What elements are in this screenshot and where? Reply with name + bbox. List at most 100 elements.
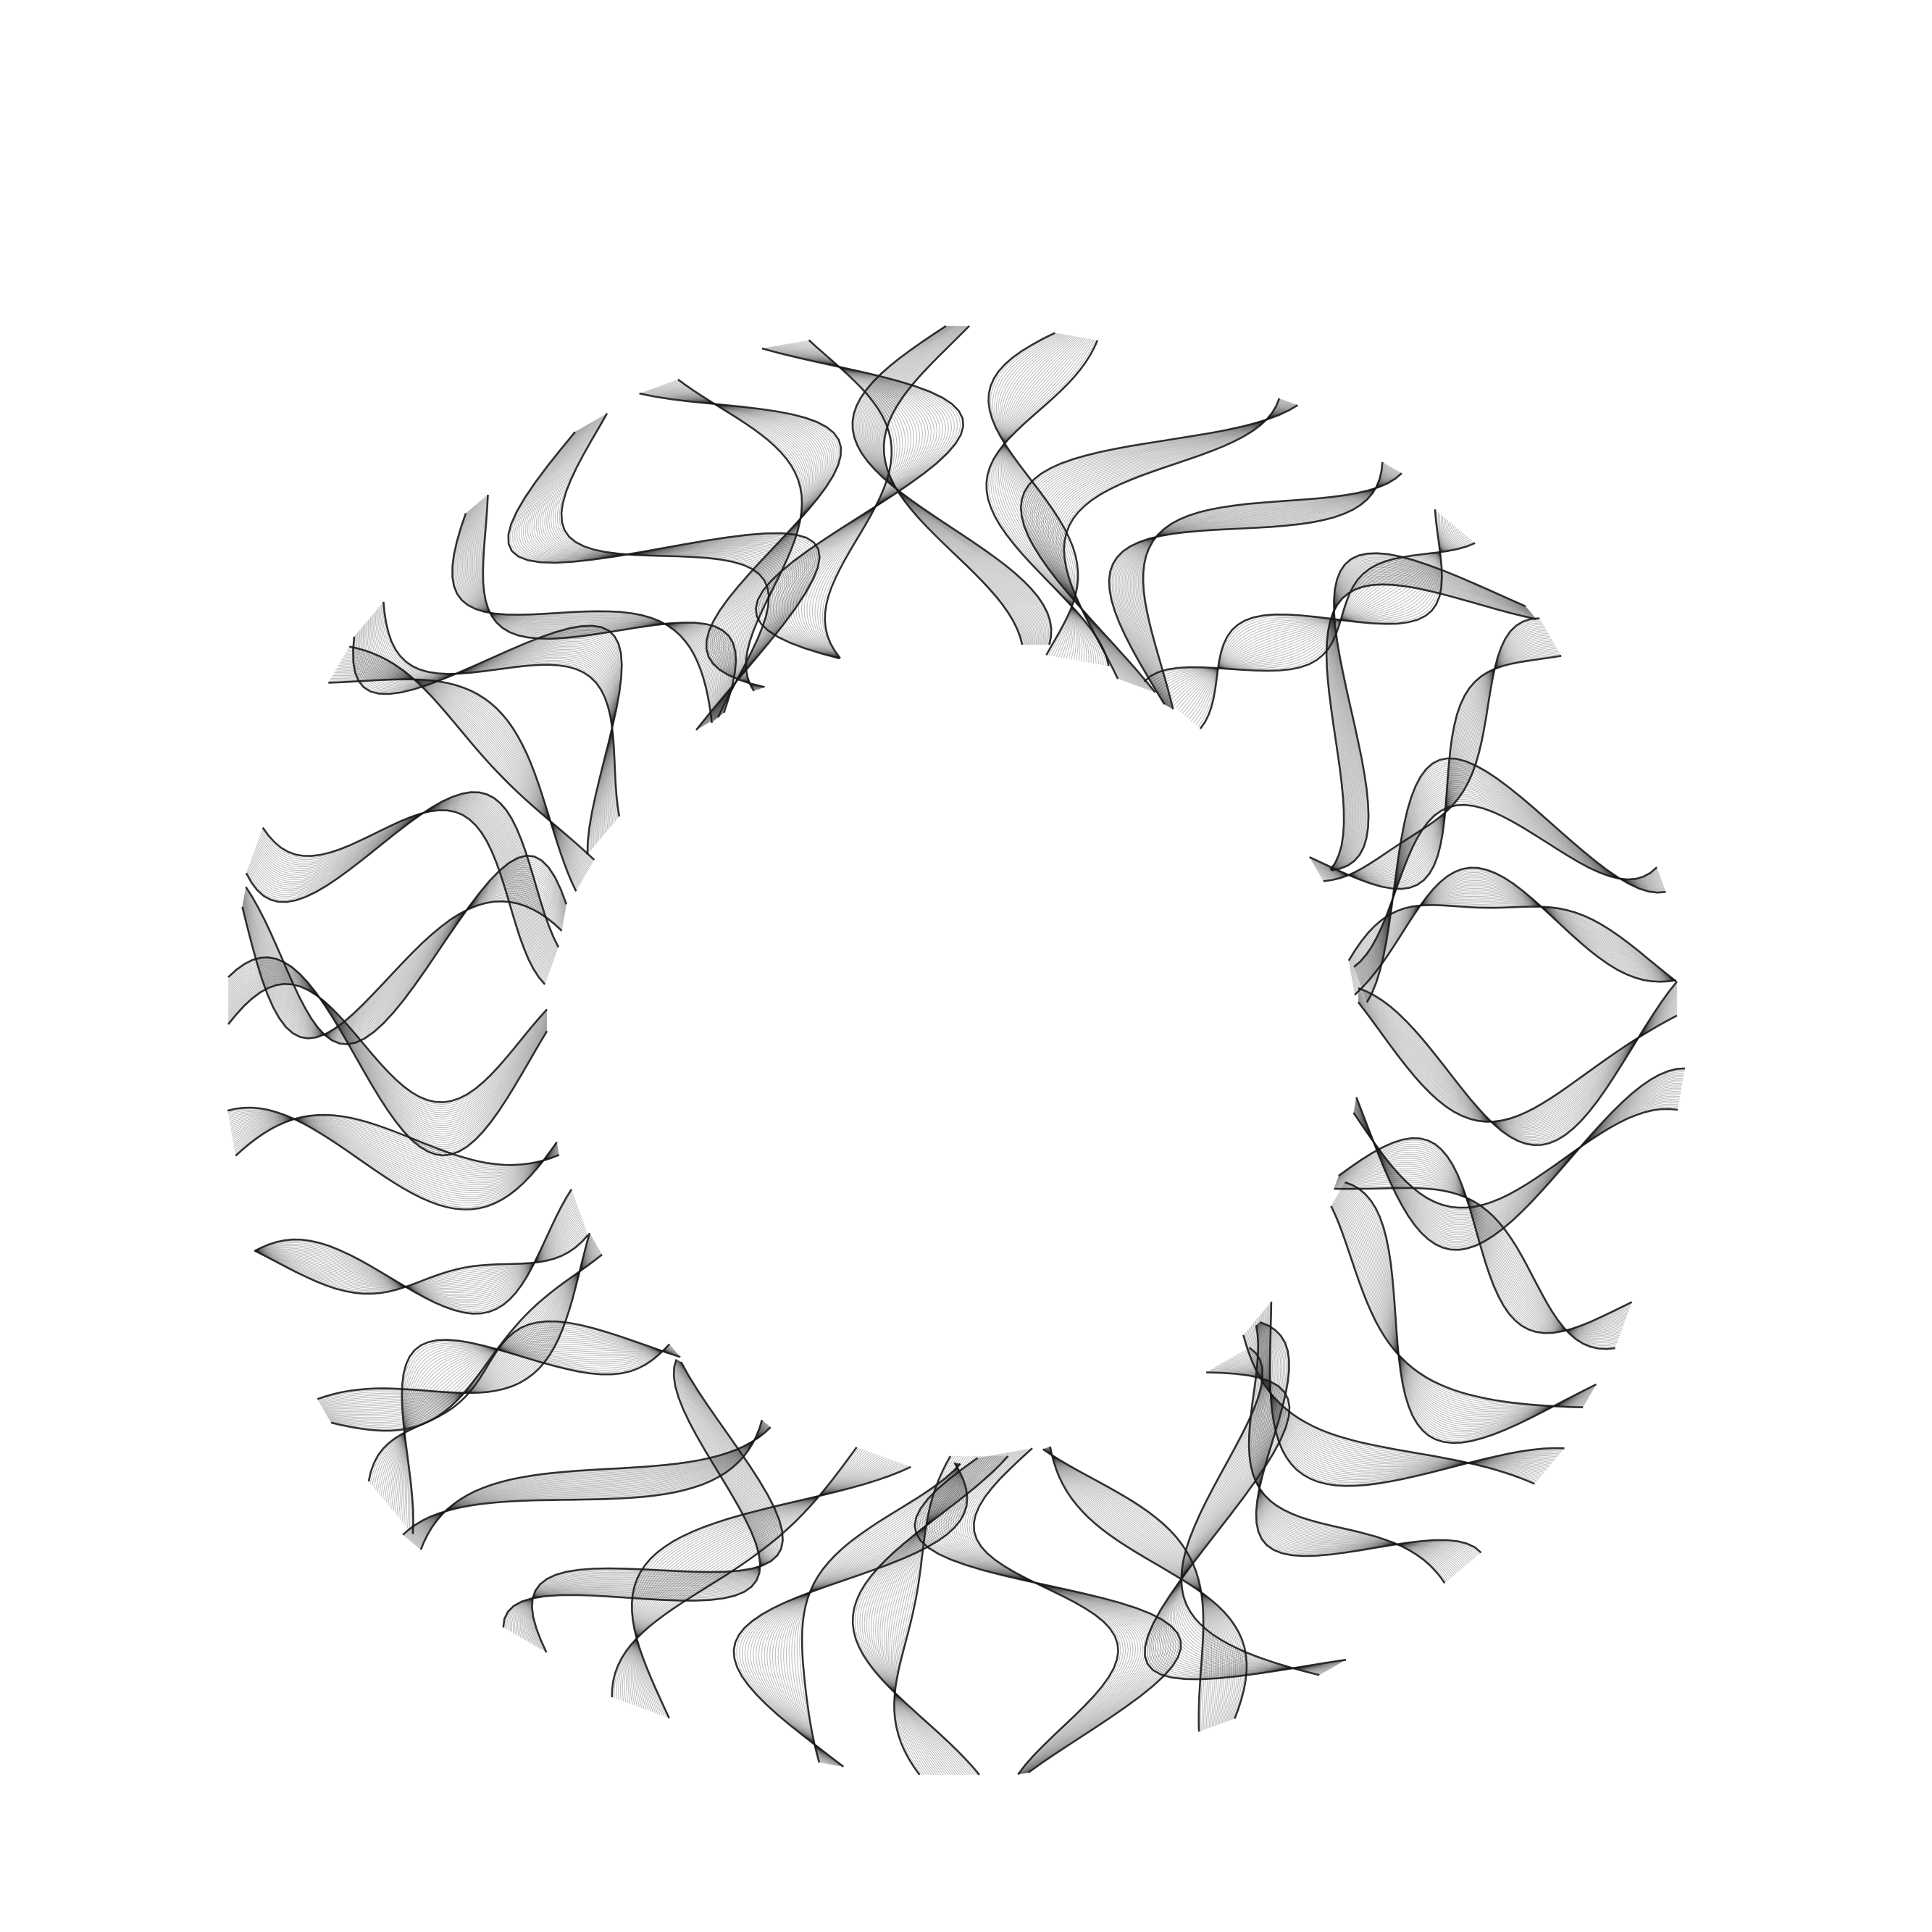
ribbon-strand xyxy=(1329,577,1534,870)
ribbon-strand xyxy=(808,339,893,659)
ribbon xyxy=(1357,980,1678,1147)
ribbon-strand xyxy=(1349,903,1676,982)
ribbon-strand xyxy=(764,1463,958,1765)
ribbon-strand xyxy=(318,1234,591,1402)
ribbon-strand xyxy=(1330,1205,1584,1408)
ribbon-strand xyxy=(1351,885,1676,982)
ribbon-strand xyxy=(333,673,581,885)
ribbon xyxy=(502,1359,784,1653)
ribbon-strand xyxy=(522,1360,768,1641)
ribbon-strand xyxy=(1342,1185,1594,1437)
ribbon-strand xyxy=(533,422,795,724)
ribbon-strand xyxy=(1351,887,1676,982)
ribbon-strand xyxy=(524,1360,770,1643)
ribbon-strand xyxy=(1334,1200,1586,1411)
ribbon-strand xyxy=(1123,466,1391,707)
ribbon-strand xyxy=(875,325,1031,645)
ribbon-strand xyxy=(800,340,903,659)
ribbon-strand xyxy=(945,1452,1149,1774)
ribbon-strand xyxy=(227,970,548,1133)
ribbon-strand xyxy=(1181,1348,1321,1676)
ribbon-strand xyxy=(243,889,564,1035)
ribbon-strand xyxy=(1337,1195,1589,1419)
ribbon-strand xyxy=(366,621,615,838)
ribbon-strand xyxy=(1352,883,1676,982)
ribbon-strand xyxy=(227,973,548,1126)
ribbon-strand xyxy=(1358,993,1678,1132)
ribbon-strand xyxy=(1313,643,1555,880)
ribbon xyxy=(507,413,821,731)
ribbon-strand xyxy=(324,1243,596,1411)
ribbon-strand xyxy=(1330,575,1534,871)
ribbon-strand xyxy=(379,1333,678,1494)
ribbon-strand xyxy=(456,511,714,722)
ribbon-strand xyxy=(243,880,565,1035)
ribbon-strand xyxy=(1250,1326,1542,1476)
ribbon-strand xyxy=(521,427,808,727)
ribbon-strand xyxy=(1353,1105,1678,1212)
ribbon-strand xyxy=(535,422,793,724)
ribbon-strand xyxy=(341,658,588,871)
ribbon-strand xyxy=(262,809,546,984)
ribbon-strand xyxy=(1330,563,1529,871)
ribbon-strand xyxy=(1159,533,1464,695)
ribbon-strand xyxy=(1358,1000,1678,1123)
ribbon-strand xyxy=(1323,617,1540,882)
ribbon-strand xyxy=(793,342,915,659)
ribbon-strand xyxy=(1250,1324,1448,1581)
ribbon-strand xyxy=(786,343,927,659)
ribbon-strand xyxy=(389,1345,676,1507)
ribbon-strand xyxy=(322,1240,595,1408)
ribbon-strand xyxy=(1358,998,1678,1124)
ribbon-strand xyxy=(419,1426,771,1550)
ribbon-strand xyxy=(514,429,814,729)
ribbon-strand xyxy=(1110,462,1384,705)
ribbon-strand xyxy=(1358,996,1678,1126)
ribbon-strand xyxy=(1338,1193,1590,1422)
ribbon-strand xyxy=(774,1463,958,1765)
ribbon-strand xyxy=(1360,782,1662,984)
ribbon-strand xyxy=(636,1459,892,1711)
ribbon-strand xyxy=(1255,1320,1548,1469)
ribbon-strand xyxy=(666,382,811,690)
ribbon-strand xyxy=(1169,1359,1332,1669)
ribbon-strand xyxy=(1312,648,1557,884)
ribbon-strand xyxy=(1313,645,1555,882)
ribbon-strand xyxy=(1049,1447,1244,1720)
ribbon-strand xyxy=(1333,1201,1586,1410)
ribbon-strand xyxy=(1171,527,1457,705)
ribbon-strand xyxy=(529,424,800,726)
ribbon xyxy=(755,339,965,660)
ribbon-strand xyxy=(394,1349,674,1513)
ribbon-strand xyxy=(384,1339,677,1501)
ribbon-strand xyxy=(1354,1087,1682,1230)
ribbon-strand xyxy=(1356,793,1660,976)
ribbon-strand xyxy=(985,340,1110,666)
ribbon-strand xyxy=(948,1452,1147,1774)
ribbon-strand xyxy=(863,1455,998,1776)
ribbon-strand xyxy=(1047,1447,1229,1724)
ribbon-strand xyxy=(874,325,1032,645)
ribbon-strand xyxy=(481,495,735,714)
ribbon-strand xyxy=(227,968,548,1137)
ribbon-strand xyxy=(252,800,553,963)
ribbon-strand xyxy=(1154,1367,1341,1675)
ribbon-strand xyxy=(227,982,548,1105)
ribbon-strand xyxy=(669,382,808,691)
ribbon-strand xyxy=(1360,778,1663,987)
ribbon xyxy=(245,791,560,985)
ribbon-strand xyxy=(255,803,551,969)
ribbon-strand xyxy=(509,1360,761,1632)
ribbon-strand xyxy=(873,325,1033,645)
ribbon-strand xyxy=(550,417,779,720)
ribbon-strand xyxy=(254,802,553,966)
ribbon-strand xyxy=(732,1462,969,1768)
ribbon-strand xyxy=(1341,1187,1594,1433)
ribbon-strand xyxy=(1250,1325,1544,1475)
ribbon-strand xyxy=(972,1447,1119,1776)
ribbon-strand xyxy=(964,1449,1129,1775)
ribbon-strand xyxy=(377,609,614,824)
ribbon-strand xyxy=(1255,1324,1454,1576)
ribbon-strand xyxy=(1197,511,1442,727)
ribbon-strand xyxy=(469,502,724,718)
